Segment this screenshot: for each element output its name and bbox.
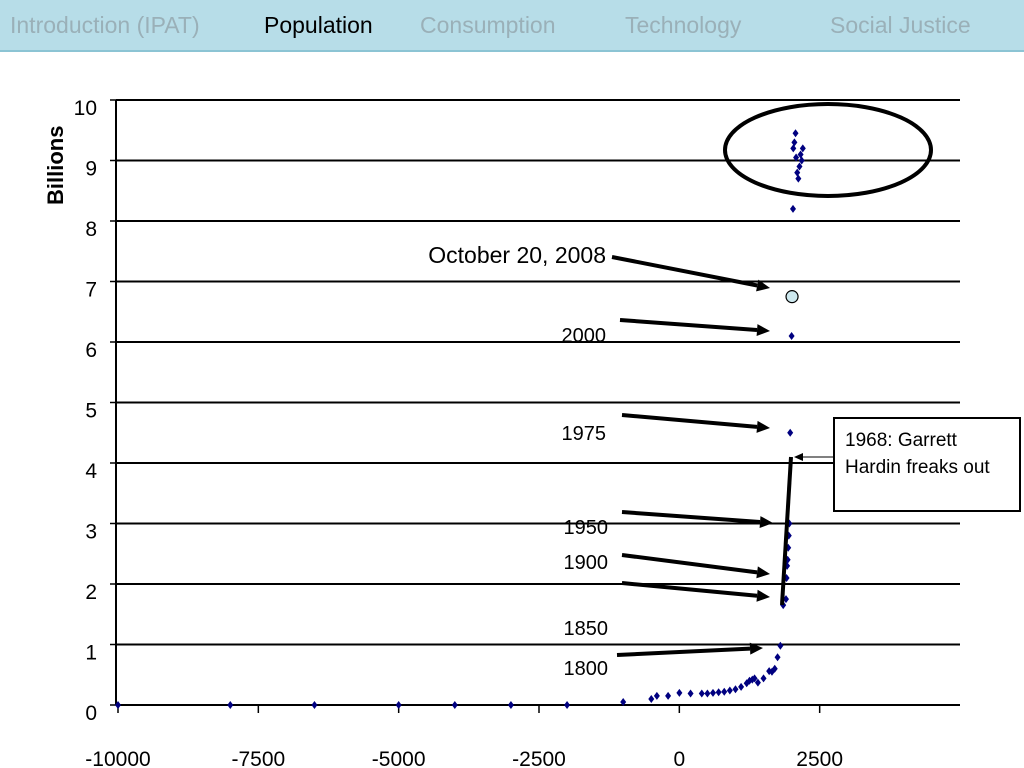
data-point	[648, 694, 655, 703]
y-tick-label: 6	[85, 339, 97, 362]
hardin-note-box: 1968: Garrett Hardin freaks out	[833, 417, 1021, 512]
annotation-arrows	[611, 255, 773, 657]
data-point	[738, 682, 745, 691]
data-point	[564, 701, 571, 709]
data-point	[715, 688, 722, 697]
data-point	[792, 129, 799, 138]
data-point	[774, 653, 781, 662]
arrowhead	[756, 589, 770, 602]
tab-population[interactable]: Population	[264, 12, 373, 38]
data-point	[227, 701, 234, 709]
x-tick-label: -7500	[231, 748, 285, 768]
annotation-1800: 1800	[564, 658, 609, 680]
y-tick-label: 0	[85, 702, 97, 725]
data-point	[732, 685, 739, 694]
arrowhead	[749, 642, 763, 655]
data-point	[451, 701, 458, 709]
y-tick-label: 3	[85, 521, 97, 544]
tab-social-justice[interactable]: Social Justice	[830, 12, 971, 38]
data-point	[710, 688, 717, 697]
data-point	[791, 138, 798, 147]
data-point	[799, 144, 806, 153]
data-point	[507, 701, 514, 709]
data-point	[698, 689, 705, 698]
annotation-arrow	[621, 413, 758, 429]
data-point	[787, 428, 794, 437]
x-tick-label: -5000	[372, 748, 426, 768]
y-tick-label: 10	[74, 97, 97, 120]
data-point	[751, 674, 758, 683]
arrowhead	[759, 516, 773, 529]
y-tick-label: 1	[85, 642, 97, 665]
data-point	[798, 156, 805, 165]
note-pointer-arrowhead	[794, 453, 803, 461]
annotation-2000: 2000	[562, 325, 607, 347]
annotation-arrow	[621, 510, 761, 525]
highlight-point	[785, 290, 799, 304]
data-point	[721, 687, 728, 696]
annotation-1900: 1900	[564, 552, 609, 574]
x-tick-label: 2500	[796, 748, 843, 768]
data-point	[777, 641, 784, 650]
nav-bar: Introduction (IPAT) Population Consumpti…	[0, 0, 1024, 52]
data-point	[790, 144, 797, 153]
x-tick-label: -2500	[512, 748, 566, 768]
annotation-arrow	[611, 255, 758, 288]
data-point	[771, 664, 778, 673]
projection-ellipse	[723, 102, 933, 198]
annotation-arrow	[616, 646, 751, 657]
data-point	[115, 701, 121, 709]
arrowhead	[756, 566, 770, 579]
data-point	[782, 595, 789, 604]
y-tick-label: 5	[85, 400, 97, 423]
y-tick-labels: 0 1 2 3 4 5 6 7 8 9 10	[74, 97, 116, 725]
data-point	[794, 168, 801, 177]
data-point	[754, 678, 761, 687]
data-point	[687, 689, 694, 698]
annotation-arrow	[619, 318, 758, 333]
annotation-october-2008: October 20, 2008	[428, 242, 606, 268]
y-tick-label: 7	[85, 279, 97, 302]
grid-lines	[116, 99, 960, 646]
y-tick-label: 4	[85, 460, 97, 483]
tab-technology[interactable]: Technology	[625, 12, 742, 38]
x-tick-labels: -10000 -7500 -5000 -2500 0 2500	[85, 705, 843, 768]
annotation-1850: 1850	[564, 618, 609, 640]
data-point	[676, 688, 683, 697]
y-tick-label: 8	[85, 218, 97, 241]
data-point	[760, 674, 767, 683]
data-point	[793, 153, 800, 162]
data-points	[115, 129, 806, 709]
data-point	[620, 697, 627, 706]
data-point	[788, 331, 795, 340]
arrowhead	[756, 279, 770, 292]
annotation-arrow	[621, 581, 758, 598]
y-axis-label: Billions	[43, 126, 68, 205]
data-point	[726, 686, 733, 695]
annotation-1950: 1950	[564, 517, 609, 539]
hardin-vertical-line	[780, 456, 793, 606]
arrowhead	[756, 420, 770, 433]
data-point	[653, 691, 660, 700]
tab-introduction-ipat[interactable]: Introduction (IPAT)	[10, 12, 200, 38]
data-point	[395, 701, 402, 709]
arrowhead	[756, 324, 770, 337]
tab-consumption[interactable]: Consumption	[420, 12, 556, 38]
data-point	[797, 150, 804, 159]
data-point	[790, 204, 797, 213]
data-point	[704, 689, 711, 698]
data-point	[665, 691, 672, 700]
annotation-1975: 1975	[562, 423, 607, 445]
x-tick-label: -10000	[85, 748, 150, 768]
data-point	[796, 162, 803, 171]
data-point	[311, 701, 318, 709]
annotation-arrow	[621, 553, 758, 575]
y-tick-label: 9	[85, 158, 97, 181]
x-tick-label: 0	[673, 748, 685, 768]
y-tick-label: 2	[85, 581, 97, 604]
data-point	[795, 174, 802, 183]
